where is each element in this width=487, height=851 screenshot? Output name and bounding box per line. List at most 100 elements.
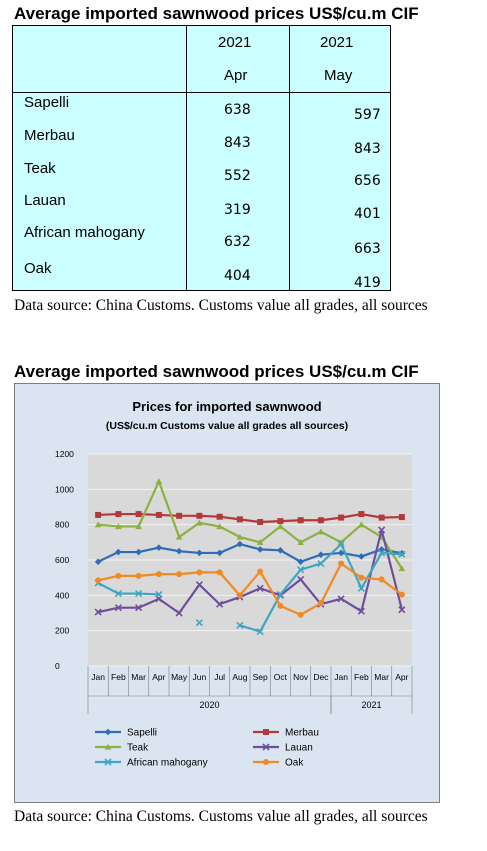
line-chart: Prices for imported sawnwood (US$/cu.m C… [55, 399, 413, 769]
data-point-stroke [195, 581, 203, 589]
data-point [398, 606, 406, 614]
y-tick-label: 1000 [55, 484, 74, 494]
column-header-year: 2021 [320, 34, 354, 51]
cell-may: 843 [354, 141, 381, 157]
y-tick-label: 400 [55, 590, 69, 600]
data-point-stroke [195, 619, 203, 627]
data-point [195, 581, 203, 589]
row-species: Lauan [24, 192, 66, 209]
x-tick-label: Jan [91, 672, 105, 682]
data-point [95, 577, 102, 584]
legend-item: Sapelli [95, 728, 157, 739]
data-point [115, 511, 122, 518]
data-point-stroke [256, 584, 264, 592]
data-point [236, 516, 243, 523]
data-point [155, 511, 162, 518]
data-point [276, 590, 284, 599]
data-point-stroke [114, 590, 122, 598]
series-sapelli [94, 540, 406, 566]
data-point-stroke [337, 595, 345, 603]
x-tick-label: Feb [111, 672, 126, 682]
data-point-stroke [256, 627, 264, 636]
data-point [135, 604, 143, 612]
chart-frame: Prices for imported sawnwood (US$/cu.m C… [14, 383, 440, 803]
data-point [378, 526, 386, 534]
legend-item: Teak [95, 743, 149, 754]
year-label: 2020 [199, 700, 219, 710]
data-point [317, 559, 325, 568]
legend-item: African mahogany [95, 758, 208, 769]
series-line [98, 478, 403, 570]
data-point-stroke [297, 575, 305, 583]
data-point [257, 568, 264, 575]
data-point [297, 539, 304, 545]
data-point [297, 558, 304, 566]
series-line [98, 512, 402, 524]
data-point [175, 609, 183, 617]
data-point [155, 478, 163, 485]
data-point [297, 517, 304, 524]
data-point [317, 551, 325, 558]
data-point [317, 528, 325, 535]
data-point [317, 600, 324, 607]
series-african-mahogany [94, 540, 406, 636]
data-point [256, 584, 264, 592]
cell-may: 656 [354, 173, 381, 189]
data-point [216, 513, 223, 520]
data-point [357, 584, 365, 592]
data-point [236, 533, 244, 540]
x-tick-label: Dec [313, 672, 329, 682]
data-point [337, 540, 345, 548]
cell-apr: 638 [224, 102, 251, 118]
cell-may: 419 [354, 275, 381, 291]
data-point-stroke [398, 550, 406, 558]
data-point-stroke [276, 590, 284, 599]
data-point-stroke [357, 584, 365, 592]
data-point [135, 572, 142, 579]
legend-item: Merbau [253, 728, 319, 739]
legend-label: African mahogany [127, 758, 208, 769]
data-point [378, 549, 386, 557]
data-point [337, 549, 345, 557]
data-point [135, 548, 142, 556]
data-point [196, 519, 203, 526]
data-point [115, 572, 122, 579]
y-tick-label: 0 [55, 661, 60, 671]
y-tick-label: 600 [55, 555, 69, 565]
x-tick-label: Sep [253, 672, 268, 682]
data-point-stroke [337, 540, 345, 548]
data-point-stroke [398, 606, 406, 614]
data-point [263, 729, 269, 735]
data-point [398, 565, 406, 572]
data-point [297, 575, 305, 583]
table-divider [13, 92, 390, 93]
data-point [216, 569, 223, 576]
data-point [358, 511, 365, 518]
data-point-stroke [135, 604, 143, 612]
x-tick-label: Oct [274, 672, 288, 682]
row-species: Merbau [24, 127, 75, 144]
data-point [135, 511, 142, 518]
data-point [176, 571, 183, 578]
data-point [104, 758, 112, 766]
data-point [236, 540, 244, 548]
data-point [176, 512, 183, 519]
cell-apr: 843 [224, 135, 251, 151]
data-point-stroke [317, 559, 325, 568]
chart-data-source: Data source: China Customs. Customs valu… [14, 808, 428, 825]
data-point [155, 544, 163, 551]
table-data-source: Data source: China Customs. Customs valu… [14, 297, 428, 314]
data-point [196, 512, 203, 519]
data-point [216, 523, 223, 530]
row-species: African mahogany [24, 224, 145, 241]
data-point [358, 521, 365, 528]
data-point-stroke [378, 549, 386, 557]
data-point [357, 607, 365, 615]
data-point [257, 519, 264, 526]
data-point [175, 547, 183, 555]
cell-apr: 319 [224, 202, 251, 218]
data-point [256, 627, 264, 636]
data-point [94, 558, 102, 566]
x-tick-label: Apr [152, 672, 165, 682]
data-point [256, 539, 264, 545]
